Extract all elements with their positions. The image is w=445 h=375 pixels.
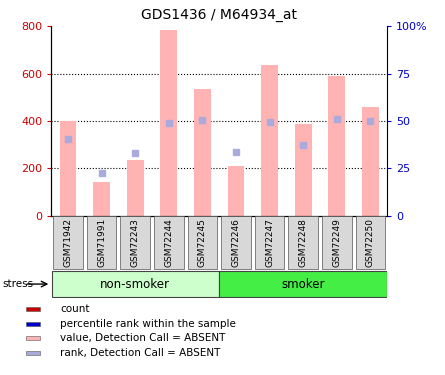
Bar <box>255 216 284 270</box>
Text: rank, Detection Call = ABSENT: rank, Detection Call = ABSENT <box>60 348 221 358</box>
Text: GSM72247: GSM72247 <box>265 218 274 267</box>
Bar <box>60 121 77 216</box>
Bar <box>322 216 352 270</box>
Bar <box>356 216 385 270</box>
Text: stress: stress <box>2 279 33 289</box>
Bar <box>127 160 144 216</box>
Bar <box>221 216 251 270</box>
Text: GSM72244: GSM72244 <box>164 218 173 267</box>
Text: value, Detection Call = ABSENT: value, Detection Call = ABSENT <box>60 333 226 343</box>
Bar <box>52 272 219 297</box>
Bar <box>26 351 40 355</box>
Bar <box>87 216 116 270</box>
Bar <box>160 30 177 216</box>
Text: GSM72248: GSM72248 <box>299 218 307 267</box>
Text: percentile rank within the sample: percentile rank within the sample <box>60 319 236 328</box>
Text: smoker: smoker <box>281 278 325 291</box>
Bar <box>93 183 110 216</box>
Bar <box>26 322 40 326</box>
Bar <box>26 307 40 311</box>
Bar <box>26 336 40 340</box>
Text: non-smoker: non-smoker <box>100 278 170 291</box>
Text: GSM71942: GSM71942 <box>64 218 73 267</box>
Text: GSM72249: GSM72249 <box>332 218 341 267</box>
Text: GSM72243: GSM72243 <box>131 218 140 267</box>
Text: GSM72245: GSM72245 <box>198 218 207 267</box>
Bar <box>194 89 211 216</box>
Text: GSM72250: GSM72250 <box>366 218 375 267</box>
Bar <box>219 272 387 297</box>
Bar <box>188 216 217 270</box>
Bar <box>53 216 83 270</box>
Bar <box>328 76 345 216</box>
Bar <box>295 124 312 216</box>
Text: GSM71991: GSM71991 <box>97 218 106 267</box>
Bar <box>121 216 150 270</box>
Title: GDS1436 / M64934_at: GDS1436 / M64934_at <box>141 9 297 22</box>
Bar <box>227 166 244 216</box>
Text: count: count <box>60 304 89 314</box>
Text: GSM72246: GSM72246 <box>231 218 240 267</box>
Bar <box>288 216 318 270</box>
Bar <box>362 107 379 216</box>
Bar <box>261 65 278 216</box>
Bar <box>154 216 183 270</box>
